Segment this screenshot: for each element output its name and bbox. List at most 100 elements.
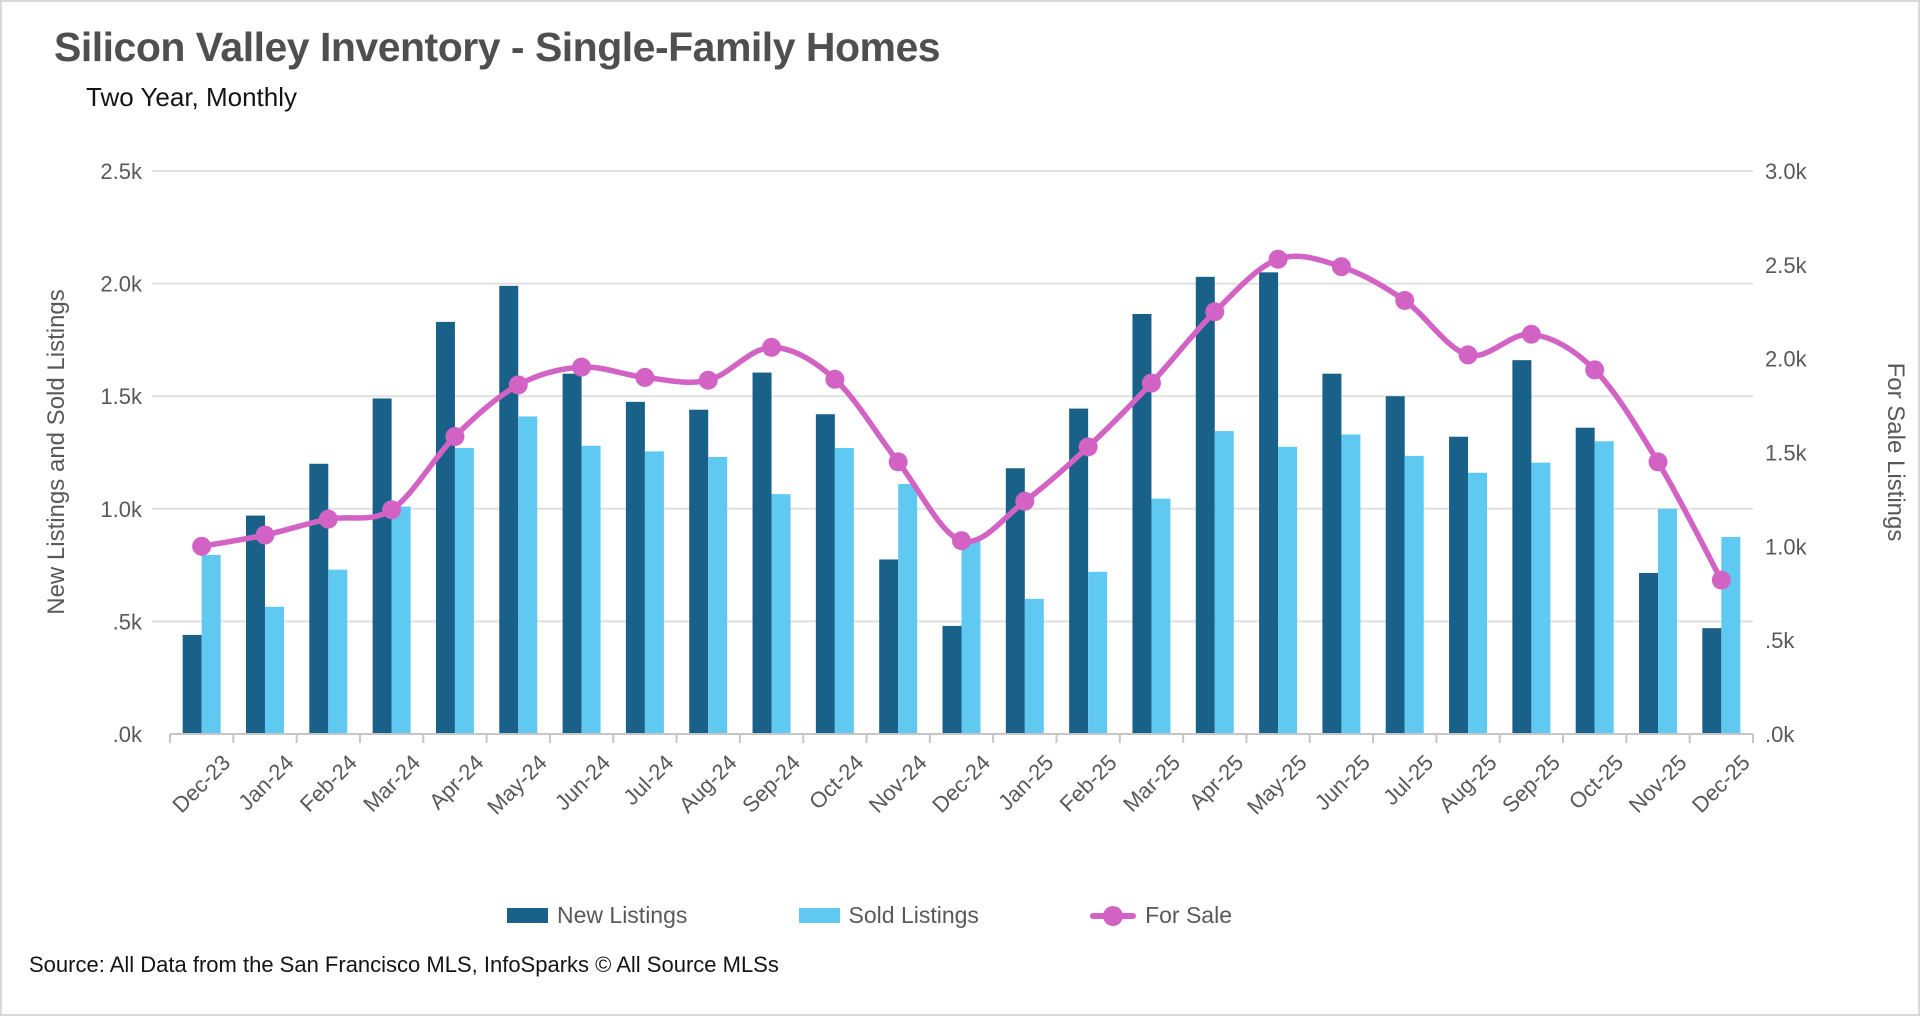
for-sale-line-marker-icon	[1090, 905, 1137, 926]
legend-item-new-listings: New Listings	[507, 902, 687, 929]
bar-new-listings-may-25	[1259, 272, 1279, 734]
bar-new-listings-sep-25	[1512, 360, 1532, 734]
left-axis-title: New Listings and Sold Listings	[43, 289, 70, 615]
bar-sold-listings-sep-25	[1531, 462, 1551, 734]
bar-new-listings-apr-25	[1195, 276, 1215, 734]
bar-sold-listings-dec-25	[1721, 536, 1741, 734]
legend-item-sold-listings: Sold Listings	[798, 902, 979, 929]
bar-new-listings-jan-25	[1005, 468, 1025, 734]
x-axis-label-dec-24: Dec-24	[927, 750, 995, 818]
point-for-sale-nov-25	[1648, 452, 1668, 472]
legend-label-sold-listings: Sold Listings	[848, 902, 979, 928]
left-axis-tick-label: .5k	[113, 609, 143, 634]
point-for-sale-may-24	[508, 375, 528, 395]
x-axis-label-jul-25: Jul-25	[1378, 750, 1438, 810]
bar-new-listings-apr-24	[435, 321, 455, 734]
x-axis-label-apr-24: Apr-24	[424, 750, 488, 814]
legend: New Listings Sold Listings For Sale	[507, 902, 1232, 929]
chart-subtitle: Two Year, Monthly	[86, 82, 298, 112]
point-for-sale-oct-25	[1585, 360, 1605, 380]
left-axis-tick-label: 1.0k	[100, 497, 143, 522]
point-for-sale-oct-24	[825, 369, 845, 389]
sold-listings-swatch-icon	[798, 908, 840, 923]
bar-sold-listings-dec-23	[201, 554, 221, 734]
bar-new-listings-feb-24	[309, 463, 329, 734]
right-axis-tick-label: .0k	[1765, 722, 1795, 747]
x-axis-label-nov-24: Nov-24	[864, 750, 932, 818]
point-for-sale-sep-24	[762, 337, 782, 357]
x-axis-label-aug-25: Aug-25	[1434, 750, 1502, 818]
bar-sold-listings-nov-25	[1658, 508, 1678, 734]
x-axis-label-jul-24: Jul-24	[618, 750, 678, 810]
bar-new-listings-jan-24	[245, 515, 265, 734]
x-axis-label-sep-24: Sep-24	[737, 750, 805, 818]
point-for-sale-may-25	[1268, 249, 1288, 269]
point-for-sale-jan-25	[1015, 491, 1035, 511]
point-for-sale-apr-24	[445, 427, 465, 447]
bar-sold-listings-jan-24	[264, 606, 284, 734]
bar-new-listings-dec-25	[1702, 628, 1722, 734]
left-axis-tick-label: 1.5k	[100, 384, 143, 409]
x-axis-label-mar-24: Mar-24	[358, 750, 425, 817]
point-for-sale-aug-25	[1458, 345, 1478, 365]
point-for-sale-sep-25	[1521, 324, 1541, 344]
left-axis-tick-label: 2.0k	[100, 272, 143, 297]
point-for-sale-mar-25	[1141, 373, 1161, 393]
point-for-sale-jan-24	[255, 525, 275, 545]
bar-sold-listings-mar-24	[391, 506, 411, 734]
x-axis-label-jan-24: Jan-24	[233, 750, 298, 815]
source-note: Source: All Data from the San Francisco …	[29, 952, 779, 977]
left-axis-tick-label: 2.5k	[100, 159, 143, 184]
bar-sold-listings-jul-25	[1404, 455, 1424, 734]
bar-new-listings-may-24	[499, 285, 519, 734]
point-for-sale-jul-25	[1395, 290, 1415, 310]
bar-sold-listings-jun-24	[581, 445, 601, 734]
bar-new-listings-jul-25	[1385, 396, 1405, 734]
bar-new-listings-sep-24	[752, 372, 772, 734]
point-for-sale-jun-25	[1331, 257, 1351, 277]
x-axis-label-dec-23: Dec-23	[167, 750, 235, 818]
x-axis-label-jun-25: Jun-25	[1310, 750, 1375, 815]
x-axis-label-nov-25: Nov-25	[1624, 750, 1692, 818]
right-axis-tick-label: 1.5k	[1765, 441, 1808, 466]
left-axis-tick-label: .0k	[113, 722, 143, 747]
bar-new-listings-dec-23	[182, 634, 202, 734]
point-for-sale-jun-24	[572, 357, 592, 377]
bar-sold-listings-aug-25	[1468, 472, 1488, 734]
bar-sold-listings-feb-25	[1088, 571, 1108, 734]
x-axis-label-mar-25: Mar-25	[1118, 750, 1185, 817]
x-axis-label-sep-25: Sep-25	[1497, 750, 1565, 818]
bar-new-listings-jul-24	[625, 401, 645, 734]
new-listings-swatch-icon	[507, 908, 548, 923]
point-for-sale-dec-25	[1711, 570, 1731, 590]
right-axis-tick-label: 2.0k	[1765, 347, 1808, 372]
point-for-sale-feb-25	[1078, 437, 1098, 457]
bar-new-listings-mar-24	[372, 398, 392, 734]
bar-sold-listings-dec-24	[961, 541, 981, 734]
legend-item-for-sale: For Sale	[1090, 902, 1232, 929]
point-for-sale-mar-24	[382, 500, 402, 520]
bar-sold-listings-oct-24	[834, 447, 854, 734]
bar-sold-listings-apr-25	[1214, 431, 1234, 734]
bar-sold-listings-aug-24	[708, 457, 728, 734]
bar-new-listings-oct-25	[1575, 427, 1595, 734]
x-axis-label-may-24: May-24	[482, 750, 552, 820]
right-axis-tick-label: 1.0k	[1765, 534, 1808, 559]
x-axis-label-jan-25: Jan-25	[993, 750, 1058, 815]
bar-sold-listings-mar-25	[1151, 498, 1171, 734]
right-axis-title: For Sale Listings	[1882, 363, 1909, 542]
bar-new-listings-mar-25	[1132, 314, 1152, 734]
bar-sold-listings-jul-24	[644, 451, 664, 734]
legend-label-for-sale: For Sale	[1145, 902, 1232, 928]
right-axis-tick-label: 3.0k	[1765, 159, 1808, 184]
bar-new-listings-dec-24	[942, 625, 962, 734]
chart-title: Silicon Valley Inventory - Single-Family…	[54, 24, 941, 70]
point-for-sale-apr-25	[1205, 302, 1225, 322]
point-for-sale-nov-24	[888, 452, 908, 472]
x-axis-label-aug-24: Aug-24	[674, 750, 742, 818]
bar-sold-listings-oct-25	[1594, 441, 1614, 734]
bar-new-listings-aug-25	[1449, 436, 1469, 734]
x-axis-label-may-25: May-25	[1242, 750, 1312, 820]
